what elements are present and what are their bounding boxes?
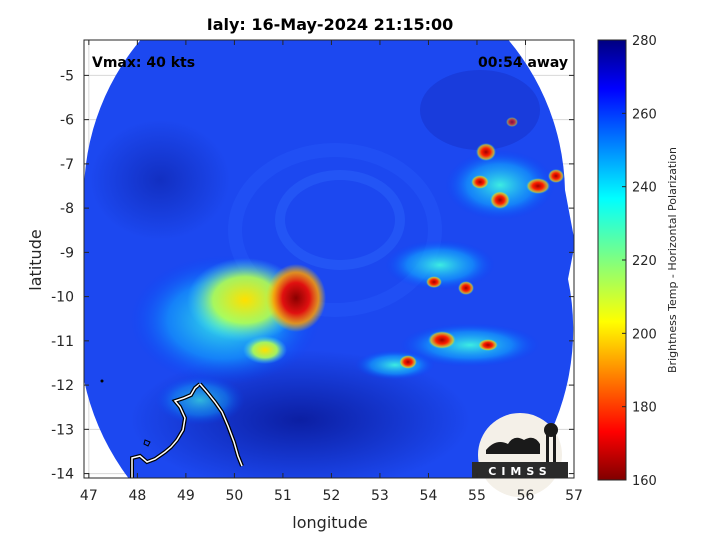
y-tick-label: -12 bbox=[51, 378, 74, 394]
x-tick-label: 47 bbox=[80, 488, 98, 504]
colorbar-ticks: 280 260 240 220 200 180 160 bbox=[622, 34, 657, 489]
colorbar-tick-label: 280 bbox=[632, 34, 657, 49]
y-tick-labels: -5 -6 -7 -8 -9 -10 -11 -12 -13 -14 bbox=[51, 68, 74, 482]
colorbar-tick-label: 160 bbox=[632, 474, 657, 489]
colorbar-tick-label: 180 bbox=[632, 401, 657, 416]
tick-marks bbox=[84, 40, 575, 478]
y-axis-label: latitude bbox=[26, 229, 45, 290]
y-tick-label: -8 bbox=[60, 201, 74, 217]
x-tick-label: 52 bbox=[323, 488, 341, 504]
y-tick-label: -6 bbox=[60, 113, 74, 129]
vmax-annotation: Vmax: 40 kts bbox=[92, 55, 195, 71]
x-axis-label: longitude bbox=[292, 513, 367, 532]
x-tick-label: 55 bbox=[468, 488, 486, 504]
time-offset-annotation: 00:54 away bbox=[478, 55, 568, 71]
axes-frame bbox=[83, 39, 575, 479]
x-tick-labels: 47 48 49 50 51 52 53 54 55 56 57 bbox=[80, 488, 583, 504]
x-tick-label: 49 bbox=[177, 488, 195, 504]
colorbar-tick-label: 220 bbox=[632, 254, 657, 269]
x-tick-label: 51 bbox=[274, 488, 292, 504]
x-tick-label: 56 bbox=[517, 488, 535, 504]
colorbar bbox=[597, 39, 627, 481]
y-tick-label: -5 bbox=[60, 68, 74, 84]
coastline bbox=[100, 379, 244, 478]
colorbar-tick-label: 240 bbox=[632, 181, 657, 196]
y-tick-label: -7 bbox=[60, 157, 74, 173]
y-tick-label: -13 bbox=[51, 422, 74, 438]
chart-title: Ialy: 16-May-2024 21:15:00 bbox=[207, 15, 454, 34]
y-tick-label: -14 bbox=[51, 467, 74, 483]
x-tick-label: 57 bbox=[565, 488, 583, 504]
colorbar-label: Brightness Temp - Horizontal Polarizatio… bbox=[666, 147, 679, 373]
brightness-temperature-swath bbox=[84, 40, 574, 478]
colorbar-tick-label: 260 bbox=[632, 107, 657, 122]
y-tick-label: -11 bbox=[51, 334, 74, 350]
cimss-logo: CIMSS bbox=[472, 413, 568, 497]
y-tick-label: -9 bbox=[60, 245, 74, 261]
cimss-logo-text: CIMSS bbox=[488, 465, 551, 478]
x-tick-label: 54 bbox=[420, 488, 438, 504]
x-tick-label: 48 bbox=[128, 488, 146, 504]
x-tick-label: 50 bbox=[225, 488, 243, 504]
x-tick-label: 53 bbox=[371, 488, 389, 504]
y-tick-label: -10 bbox=[51, 290, 74, 306]
colorbar-tick-label: 200 bbox=[632, 327, 657, 342]
